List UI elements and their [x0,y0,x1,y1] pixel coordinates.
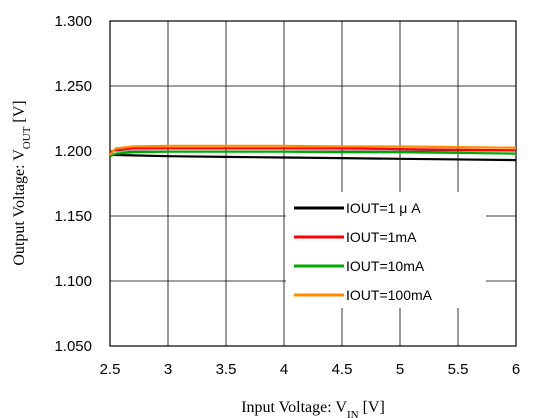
x-tick-label: 5.5 [448,361,469,378]
x-tick-label: 4 [280,361,288,378]
y-axis-label-unit: [V] [11,100,28,126]
legend-label: IOUT=1 μ A [346,200,421,216]
y-tick-label: 1.050 [54,338,92,355]
series-line-3 [109,150,517,158]
series-line-1 [109,153,517,162]
y-tick-labels: 1.300 1.250 1.200 1.150 1.100 1.050 [54,13,92,355]
legend-label: IOUT=1mA [346,229,417,245]
x-axis-label-main: Input Voltage: V [241,399,347,416]
y-tick-label: 1.200 [54,143,92,160]
x-axis-label-sub: IN [347,409,359,418]
y-tick-label: 1.250 [54,78,92,95]
legend-label: IOUT=100mA [346,287,433,303]
x-tick-label: 6 [512,361,520,378]
x-tick-label: 2.5 [100,361,121,378]
y-axis-label-sub: OUT [21,126,33,149]
x-tick-label: 3.5 [216,361,237,378]
x-tick-labels: 2.5 3 3.5 4 4.5 5 5.5 6 [100,361,521,378]
y-tick-label: 1.100 [54,273,92,290]
x-axis-label: Input Voltage: VIN [V] [241,399,385,418]
legend-box [286,192,486,308]
legend-label: IOUT=10mA [346,258,425,274]
y-axis-label: Output Voltage: VOUT [V] [11,100,33,265]
plot-area-border [109,20,517,347]
series-line-4 [109,144,517,156]
y-axis-label-main: Output Voltage: V [11,149,28,266]
x-tick-label: 5 [396,361,404,378]
y-tick-label: 1.150 [54,208,92,225]
series-line-2 [109,147,517,154]
y-tick-label: 1.300 [54,13,92,30]
series-group [109,144,517,162]
x-axis-label-unit: [V] [359,399,385,416]
legend: IOUT=1 μ A IOUT=1mA IOUT=10mA IOUT=100mA [286,192,486,308]
x-tick-label: 4.5 [332,361,353,378]
x-tick-label: 3 [164,361,172,378]
